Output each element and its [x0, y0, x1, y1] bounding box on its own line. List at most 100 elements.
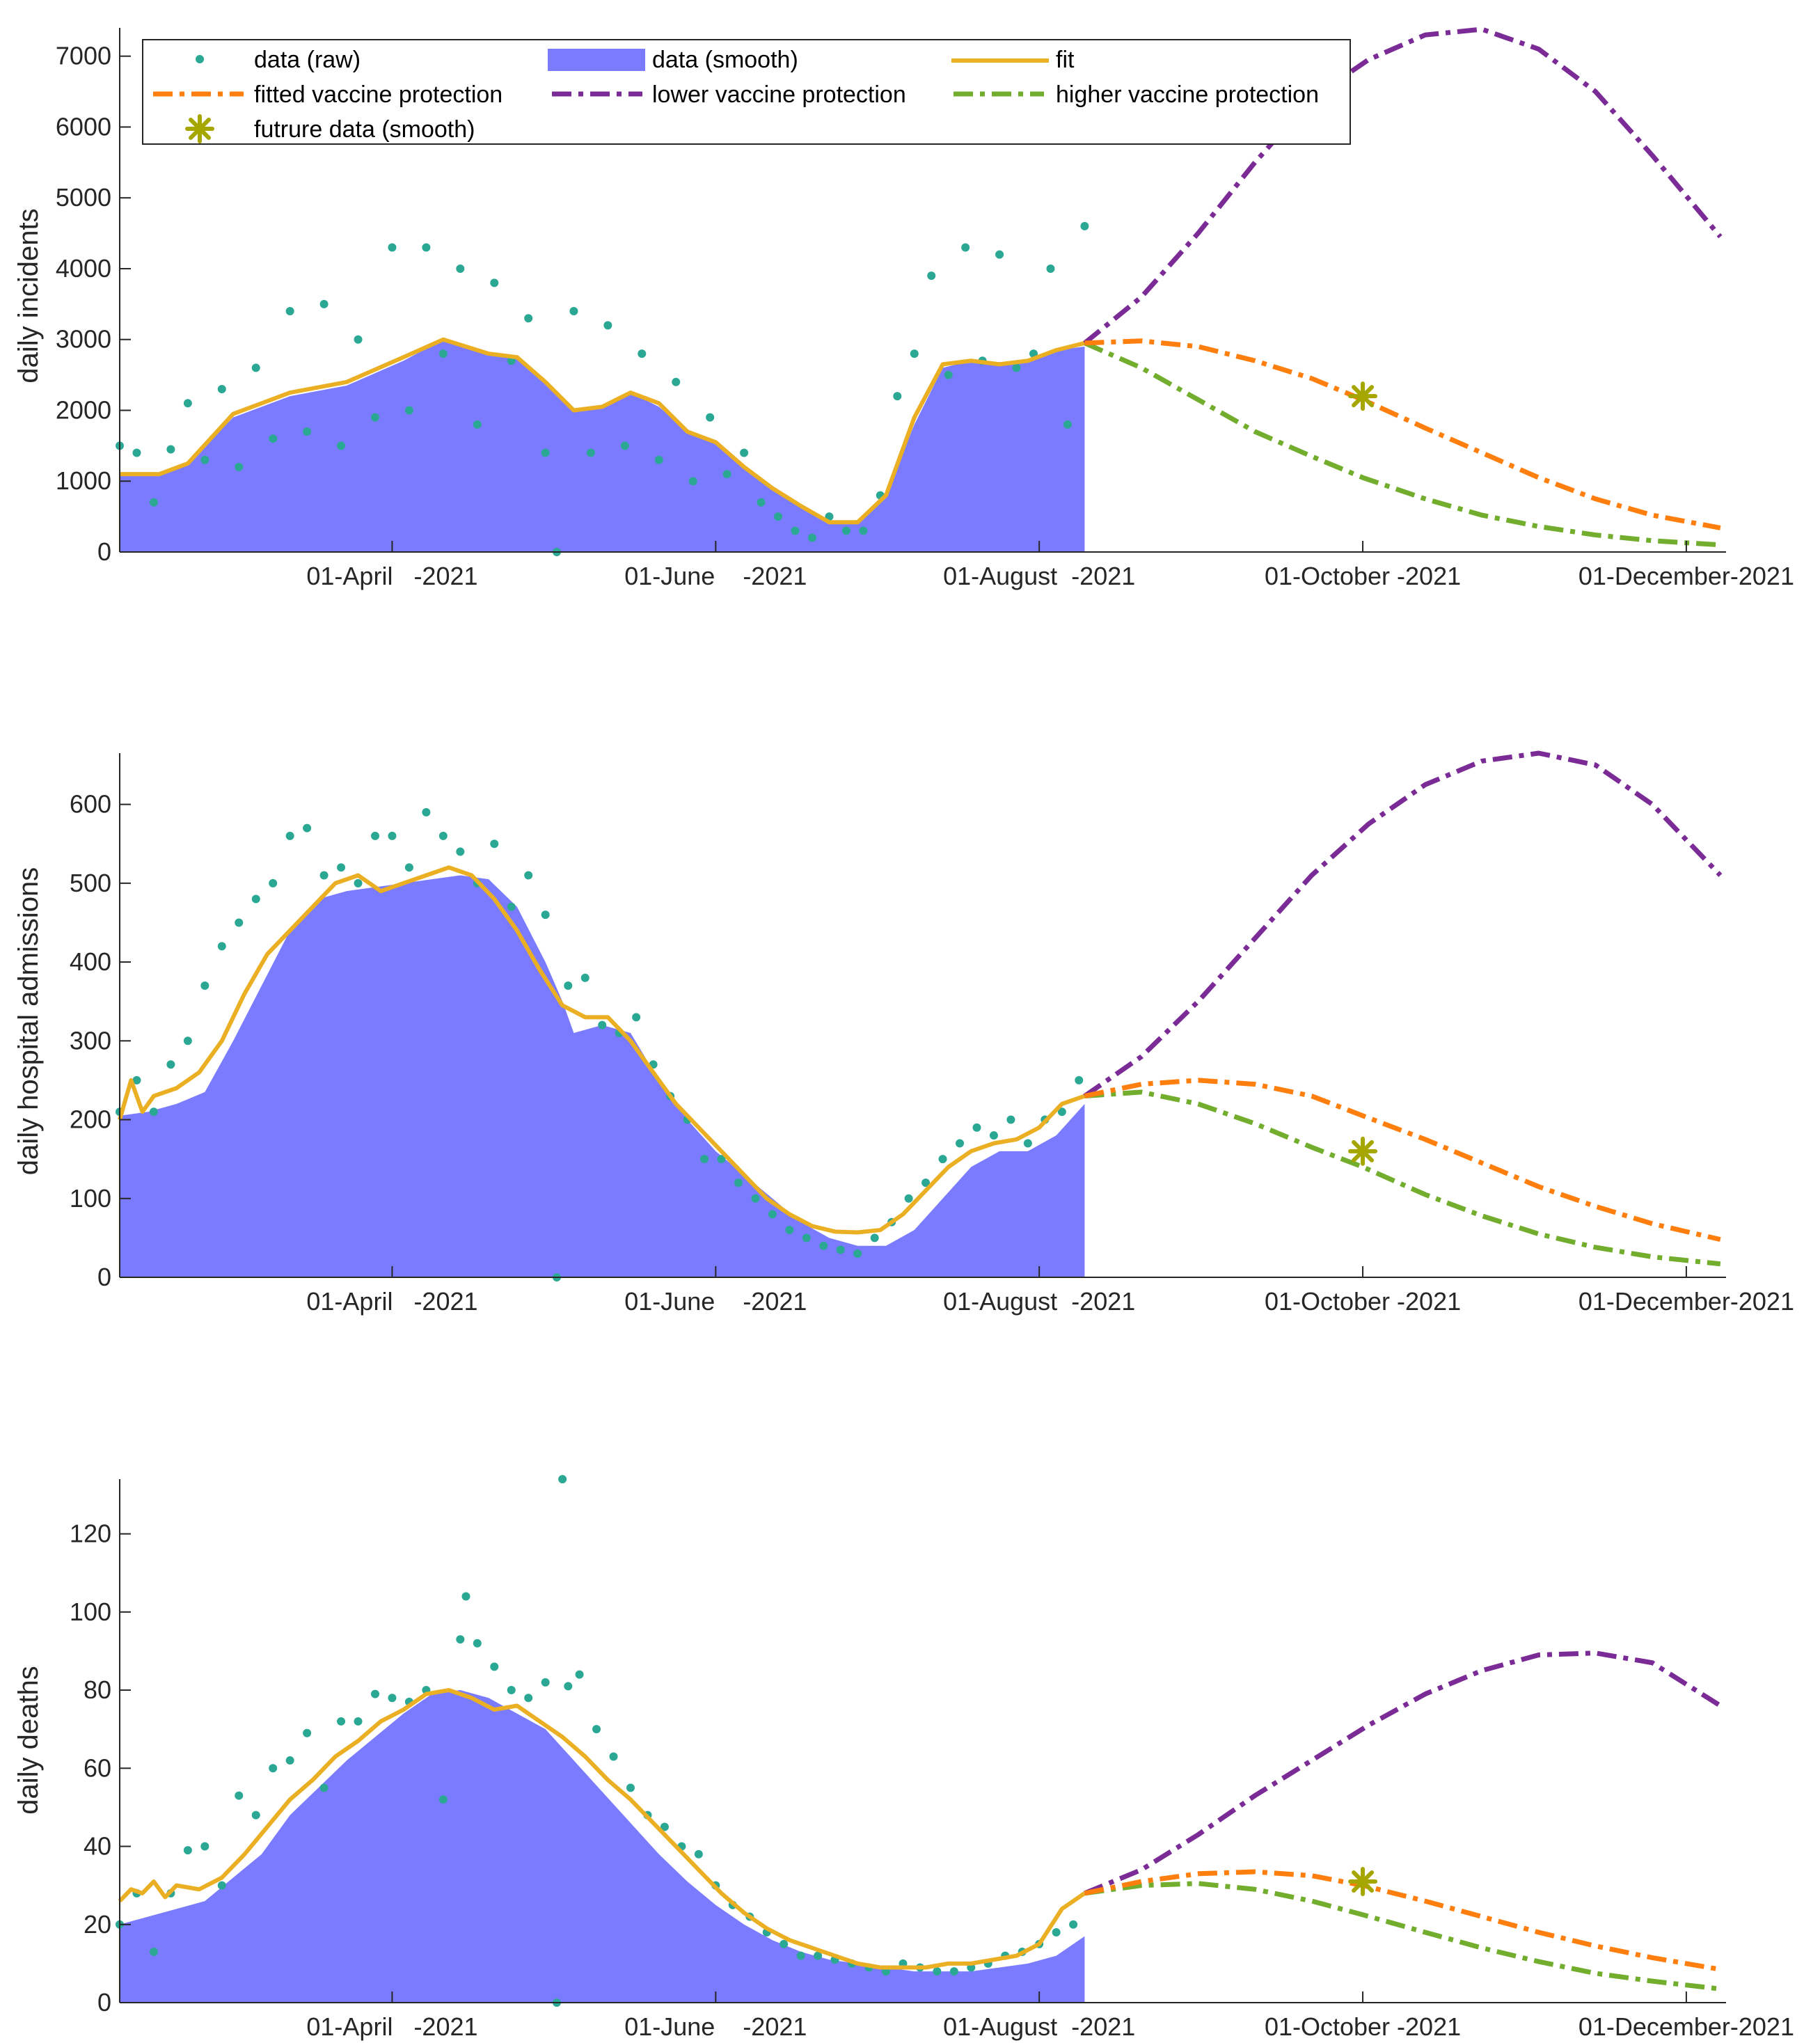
y-tick-label-incidents-5: 5000	[56, 183, 111, 212]
y-tick-label-incidents-4: 4000	[56, 254, 111, 283]
raw-point-incidents-46	[893, 392, 902, 401]
raw-point-hospital-49	[938, 1155, 947, 1164]
x-tick-label-deaths-3: 01-October -2021	[1265, 2012, 1461, 2041]
raw-point-deaths-52	[949, 1967, 958, 1976]
raw-point-deaths-7	[235, 1791, 244, 1800]
x-tick-label-hospital-1: 01-June -2021	[624, 1287, 807, 1316]
future-point-stroke-3	[1352, 1870, 1375, 1893]
raw-point-hospital-25	[541, 910, 550, 920]
raw-point-hospital-41	[802, 1233, 811, 1243]
raw-point-incidents-3	[166, 445, 175, 454]
raw-point-hospital-27	[564, 981, 573, 991]
raw-point-hospital-15	[370, 831, 379, 840]
raw-point-deaths-2	[149, 1948, 158, 1957]
panel-hospital: 0 100 200 300 400 500 600 01-April -2021 01-June…	[13, 750, 1794, 1316]
raw-point-hospital-43	[836, 1245, 845, 1254]
raw-point-deaths-51	[933, 1967, 942, 1976]
x-tick-label-incidents-2: 01-August -2021	[943, 562, 1135, 590]
fitted-vaccine-line-incidents	[1084, 338, 1721, 530]
raw-point-hospital-24	[524, 871, 533, 880]
raw-point-incidents-24	[524, 314, 533, 323]
future-point-stroke-3	[1352, 1139, 1375, 1162]
y-tick-label-deaths-3: 60	[84, 1753, 111, 1782]
raw-point-incidents-15	[370, 413, 379, 422]
raw-point-deaths-24	[507, 1686, 516, 1695]
raw-point-deaths-25	[524, 1694, 533, 1703]
legend: data (raw) data (smooth) fit fitted vacc…	[142, 39, 1351, 145]
raw-point-incidents-43	[841, 526, 850, 535]
raw-point-incidents-25	[541, 448, 550, 457]
raw-point-incidents-13	[337, 441, 346, 450]
y-tick-label-hospital-5: 500	[70, 869, 111, 897]
raw-point-hospital-4	[183, 1036, 192, 1046]
raw-point-hospital-18	[422, 807, 431, 817]
fitted-vaccine-line-hospital	[1084, 1078, 1721, 1243]
legend-future-label: futrure data (smooth)	[254, 116, 475, 143]
raw-point-hospital-23	[507, 902, 516, 911]
raw-point-hospital-8	[251, 894, 260, 904]
raw-point-incidents-10	[285, 307, 294, 316]
raw-point-deaths-37	[694, 1849, 703, 1859]
raw-point-incidents-57	[1080, 221, 1089, 230]
raw-point-incidents-48	[927, 271, 936, 281]
raw-point-deaths-59	[1069, 1920, 1078, 1929]
x-tick-label-hospital-4: 01-December-2021	[1578, 1287, 1794, 1316]
raw-point-incidents-31	[638, 349, 647, 358]
raw-point-hospital-44	[853, 1249, 862, 1259]
raw-point-deaths-43	[796, 1951, 805, 1960]
raw-point-deaths-9	[269, 1764, 278, 1773]
raw-point-incidents-27	[569, 307, 578, 316]
y-tick-label-incidents-0: 0	[97, 537, 111, 566]
raw-point-deaths-16	[388, 1694, 397, 1703]
legend-smooth-swatch	[548, 49, 645, 71]
raw-point-incidents-35	[706, 413, 715, 422]
raw-point-deaths-30	[575, 1670, 584, 1679]
legend-lower-label: lower vaccine protection	[652, 81, 906, 108]
raw-point-incidents-17	[404, 406, 413, 415]
raw-point-incidents-4	[183, 399, 192, 408]
higher-vaccine-line-deaths	[1084, 1881, 1721, 1991]
lower-vaccine-line-deaths	[1084, 1650, 1722, 1896]
legend-higher-label: higher vaccine protection	[1056, 81, 1319, 108]
raw-point-deaths-20	[456, 1635, 465, 1644]
raw-point-hospital-45	[870, 1233, 879, 1243]
x-tick-label-incidents-4: 01-December-2021	[1578, 562, 1794, 590]
y-tick-label-deaths-0: 0	[97, 1988, 111, 2017]
raw-point-hospital-47	[904, 1194, 913, 1203]
panel-deaths: 0 20 40 60 80 100 120 01-April -2021 01-June -20…	[13, 1475, 1794, 2041]
raw-point-deaths-11	[303, 1728, 312, 1737]
ylabel-deaths: daily deaths	[13, 1666, 44, 1814]
y-tick-label-incidents-6: 6000	[56, 112, 111, 141]
raw-point-deaths-31	[592, 1725, 601, 1734]
y-tick-label-deaths-5: 100	[70, 1598, 111, 1626]
raw-point-incidents-12	[319, 299, 329, 308]
smooth-area-incidents	[120, 339, 1085, 552]
x-tick-label-deaths-2: 01-August -2021	[943, 2012, 1135, 2041]
raw-point-incidents-55	[1046, 264, 1055, 273]
fit-line-deaths	[118, 1688, 1086, 1970]
raw-point-hospital-28	[580, 973, 589, 982]
y-tick-label-hospital-4: 400	[70, 947, 111, 976]
raw-point-incidents-41	[807, 533, 816, 542]
y-tick-label-hospital-2: 200	[70, 1105, 111, 1134]
raw-point-deaths-33	[626, 1783, 635, 1792]
fitted-vaccine-line-deaths	[1084, 1869, 1721, 1972]
raw-point-hospital-53	[1006, 1115, 1015, 1124]
x-tick-label-deaths-4: 01-December-2021	[1578, 2012, 1794, 2041]
y-tick-label-deaths-6: 120	[70, 1520, 111, 1548]
raw-point-hospital-14	[354, 878, 363, 888]
raw-point-deaths-14	[354, 1717, 363, 1726]
raw-point-incidents-33	[672, 377, 681, 386]
raw-point-incidents-22	[490, 278, 499, 287]
raw-point-deaths-19	[438, 1795, 448, 1804]
legend-fit-label: fit	[1056, 47, 1075, 73]
future-point-incidents	[1348, 381, 1378, 411]
raw-point-incidents-6	[217, 384, 226, 393]
smooth-area-hospital	[120, 875, 1085, 1277]
raw-point-hospital-7	[235, 918, 244, 927]
raw-point-incidents-5	[200, 455, 209, 464]
raw-point-incidents-47	[910, 349, 919, 358]
raw-point-hospital-37	[734, 1178, 743, 1188]
raw-point-deaths-35	[660, 1822, 669, 1831]
raw-point-deaths-5	[200, 1842, 209, 1851]
